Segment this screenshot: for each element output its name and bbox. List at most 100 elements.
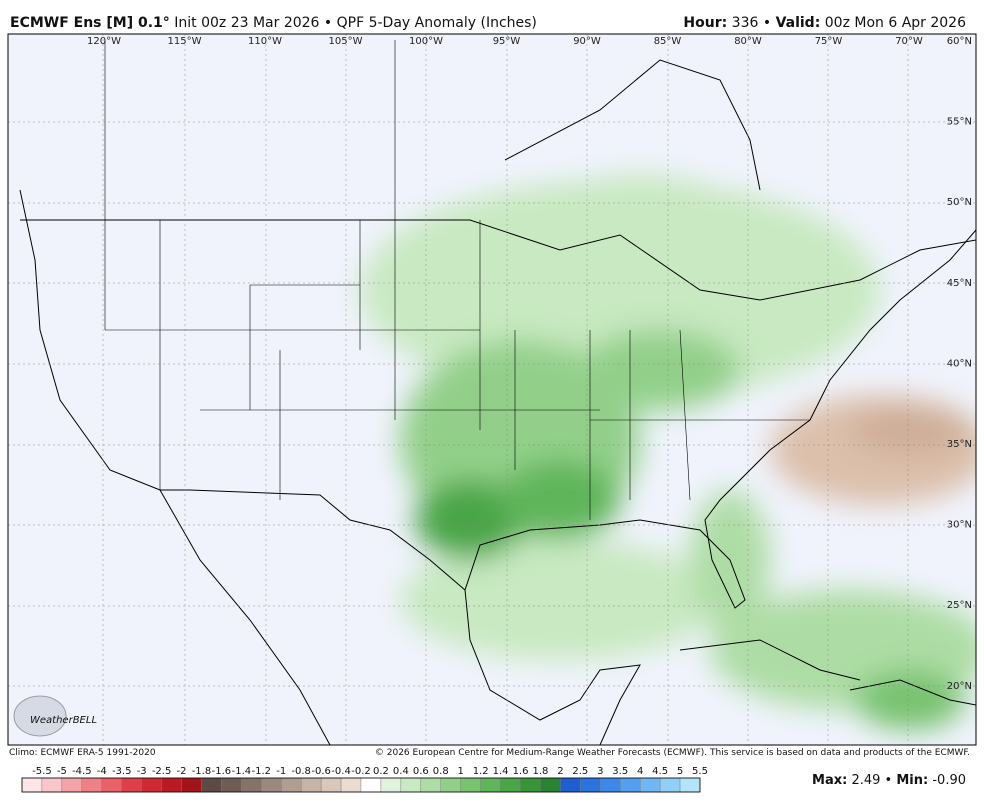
logo: WeatherBELL (30, 715, 97, 726)
legend-tick-label: -0.4 (331, 766, 351, 777)
latitude-label: 30°N (947, 520, 972, 531)
legend-tick-label: -0.6 (311, 766, 331, 777)
legend-tick-label: -1.6 (212, 766, 232, 777)
stats: Max: 2.49 • Min: -0.90 (812, 773, 966, 788)
legend-swatch (81, 777, 102, 793)
legend-swatch (41, 777, 63, 793)
legend-swatch (101, 777, 122, 793)
latitude-label: 35°N (947, 439, 972, 450)
min-label: Min: (896, 773, 928, 788)
legend-swatch (201, 777, 222, 793)
longitude-label: 110°W (248, 36, 282, 47)
longitude-label: 105°W (329, 36, 363, 47)
legend-tick-label: -0.8 (291, 766, 311, 777)
title-text: Init 00z 23 Mar 2026 • QPF 5-Day Anomaly… (174, 15, 537, 31)
legend-tick-label: -3.5 (112, 766, 132, 777)
legend-swatch (400, 777, 422, 793)
map: 120°W 115°W 110°W 105°W 100°W 95°W 90°W 85°W 80°… (8, 34, 976, 745)
legend-swatch (121, 777, 142, 793)
legend-swatch (520, 777, 541, 793)
graticule (8, 34, 976, 745)
legend-swatch (500, 777, 521, 793)
logo-icon (13, 695, 67, 737)
model-name: ECMWF Ens [M] 0.1° (10, 15, 170, 31)
longitude-label: 75°W (815, 36, 843, 47)
legend-swatch (241, 777, 262, 793)
max-value: 2.49 • (851, 773, 892, 788)
valid-value: 00z Mon 6 Apr 2026 (825, 15, 966, 31)
legend-swatch (480, 777, 501, 793)
legend-tick-label: -5 (57, 766, 67, 777)
longitude-label: 80°W (734, 36, 762, 47)
latitude-label: 25°N (947, 600, 972, 611)
legend-swatch (261, 777, 282, 793)
legend-tick-label: 5 (677, 766, 683, 777)
legend-tick-label: 4 (637, 766, 643, 777)
legend-tick-label: -4 (97, 766, 107, 777)
legend-tick-label: -0.2 (351, 766, 371, 777)
legend-swatch (679, 777, 701, 793)
legend-tick-label: 0.4 (393, 766, 409, 777)
header-title: ECMWF Ens [M] 0.1° Init 00z 23 Mar 2026 … (10, 15, 537, 31)
state-lines (104, 40, 810, 520)
latitude-label: 40°N (947, 358, 972, 369)
hour-label: Hour: (683, 15, 727, 31)
legend-tick-label: -3 (137, 766, 147, 777)
legend-tick-label: -1.8 (192, 766, 212, 777)
coastlines (19, 59, 976, 745)
legend-tick-label: -4.5 (72, 766, 92, 777)
legend-swatch (21, 777, 43, 793)
legend-swatch (460, 777, 481, 793)
legend-tick-label: -5.5 (32, 766, 52, 777)
legend-swatch (61, 777, 83, 793)
legend-tick-label: 1 (458, 766, 464, 777)
longitude-label: 100°W (409, 36, 443, 47)
longitude-label: 70°W (895, 36, 923, 47)
legend-swatch (221, 777, 242, 793)
legend-swatch (161, 777, 182, 793)
legend-swatch (580, 777, 601, 793)
min-value: -0.90 (932, 773, 966, 788)
longitude-label: 115°W (168, 36, 202, 47)
legend-tick-label: -2.5 (152, 766, 172, 777)
latitude-label: 60°N (947, 36, 972, 47)
legend-swatch (600, 777, 621, 793)
legend-tick-label: 2 (557, 766, 563, 777)
max-label: Max: (812, 773, 847, 788)
legend-swatch (181, 777, 202, 793)
longitude-label: 90°W (573, 36, 601, 47)
legend-swatch (340, 777, 362, 793)
legend-tick-label: 0.2 (373, 766, 389, 777)
legend-tick-label: -1.4 (232, 766, 252, 777)
header-valid: Hour: 336 • Valid: 00z Mon 6 Apr 2026 (683, 15, 966, 31)
legend-swatch (141, 777, 162, 793)
legend-tick-label: 0.8 (433, 766, 449, 777)
legend-swatch (560, 777, 581, 793)
latitude-label: 55°N (947, 117, 972, 128)
copyright: © 2026 European Centre for Medium-Range … (375, 748, 970, 758)
latitude-label: 50°N (947, 197, 972, 208)
legend-tick-label: 1.2 (473, 766, 489, 777)
longitude-label: 120°W (87, 36, 121, 47)
legend-tick-label: -2 (177, 766, 187, 777)
legend-tick-label: 3 (597, 766, 603, 777)
legend-swatch (281, 777, 302, 793)
legend-swatch (440, 777, 461, 793)
legend-swatch (420, 777, 441, 793)
legend-swatch (620, 777, 641, 793)
color-legend: -5.5 -5 -4.5 -4 -3.5 -3 -2.5 -2 -1.8 -1.6 -1.4 -1.2… (21, 766, 708, 793)
legend-tick-label: -1 (276, 766, 286, 777)
latitude-label: 45°N (947, 278, 972, 289)
legend-tick-label: 2.5 (572, 766, 588, 777)
latitude-labels: 60°N 55°N 50°N 45°N 40°N 35°N 30°N 25°N 20°N (947, 36, 972, 692)
legend-tick-label: 4.5 (652, 766, 668, 777)
legend-tick-label: 1.6 (513, 766, 529, 777)
legend-swatch (300, 777, 322, 793)
legend-swatch (320, 777, 342, 793)
legend-tick-label: -1.2 (252, 766, 272, 777)
legend-tick-label: 3.5 (612, 766, 628, 777)
legend-swatch (659, 777, 681, 793)
legend-tick-label: 0.6 (413, 766, 429, 777)
legend-swatch (360, 777, 382, 793)
